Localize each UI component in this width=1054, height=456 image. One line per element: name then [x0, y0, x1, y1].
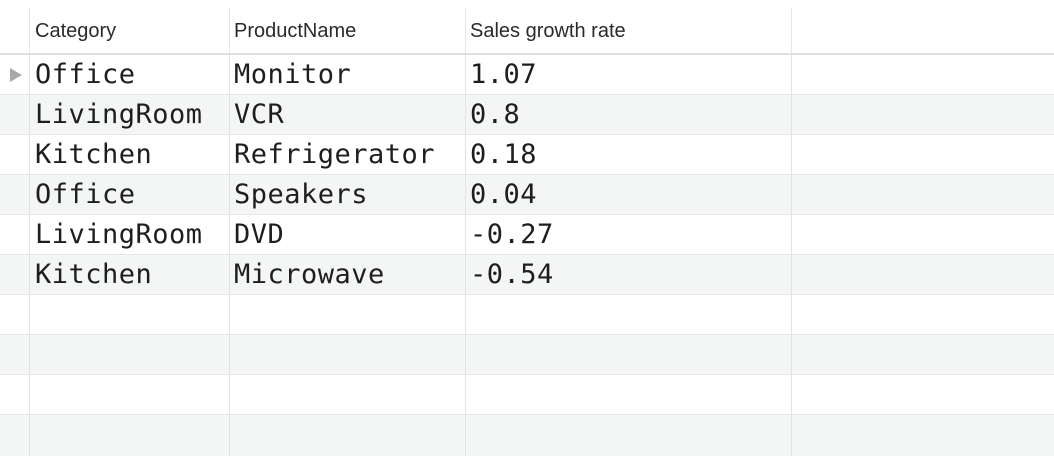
- row-selector: [0, 375, 29, 414]
- cell-productname[interactable]: Microwave: [229, 255, 465, 294]
- row-selector: [0, 415, 29, 456]
- cell-category[interactable]: LivingRoom: [29, 95, 229, 134]
- cell-filler: [791, 415, 1054, 456]
- cell-productname[interactable]: DVD: [229, 215, 465, 254]
- empty-cell: [229, 415, 465, 456]
- table-row[interactable]: Kitchen Refrigerator 0.18: [0, 135, 1054, 175]
- table-row[interactable]: Office Speakers 0.04: [0, 175, 1054, 215]
- row-selector[interactable]: [0, 135, 29, 174]
- row-selector: [0, 335, 29, 374]
- empty-cell: [465, 415, 791, 456]
- empty-cell: [229, 295, 465, 334]
- empty-cell: [465, 295, 791, 334]
- cell-filler: [791, 95, 1054, 134]
- header-row: Category ProductName Sales growth rate: [0, 8, 1054, 55]
- cell-category[interactable]: Kitchen: [29, 255, 229, 294]
- row-selector[interactable]: [0, 55, 29, 94]
- empty-row: [0, 415, 1054, 456]
- table-row[interactable]: LivingRoom VCR 0.8: [0, 95, 1054, 135]
- cell-filler: [791, 175, 1054, 214]
- cell-filler: [791, 135, 1054, 174]
- cell-productname[interactable]: Speakers: [229, 175, 465, 214]
- empty-row: [0, 335, 1054, 375]
- column-header-filler: [791, 8, 1054, 53]
- row-selector[interactable]: [0, 95, 29, 134]
- cell-category[interactable]: Office: [29, 175, 229, 214]
- cell-filler: [791, 335, 1054, 374]
- header-corner: [0, 8, 29, 53]
- empty-cell: [229, 335, 465, 374]
- row-selector[interactable]: [0, 255, 29, 294]
- row-selector[interactable]: [0, 175, 29, 214]
- cell-productname[interactable]: Monitor: [229, 55, 465, 94]
- empty-cell: [29, 415, 229, 456]
- column-header-sales-growth-rate[interactable]: Sales growth rate: [465, 8, 791, 53]
- empty-cell: [229, 375, 465, 414]
- table-row[interactable]: LivingRoom DVD -0.27: [0, 215, 1054, 255]
- cell-category[interactable]: LivingRoom: [29, 215, 229, 254]
- table-row[interactable]: Kitchen Microwave -0.54: [0, 255, 1054, 295]
- row-selector[interactable]: [0, 215, 29, 254]
- cell-category[interactable]: Kitchen: [29, 135, 229, 174]
- empty-cell: [465, 375, 791, 414]
- empty-cell: [29, 375, 229, 414]
- empty-cell: [465, 335, 791, 374]
- cell-sales-growth-rate[interactable]: 0.18: [465, 135, 791, 174]
- cell-productname[interactable]: VCR: [229, 95, 465, 134]
- cell-sales-growth-rate[interactable]: -0.27: [465, 215, 791, 254]
- column-header-category[interactable]: Category: [29, 8, 229, 53]
- cell-sales-growth-rate[interactable]: -0.54: [465, 255, 791, 294]
- triangle-right-icon: [9, 67, 22, 82]
- cell-sales-growth-rate[interactable]: 1.07: [465, 55, 791, 94]
- table-row[interactable]: Office Monitor 1.07: [0, 55, 1054, 95]
- cell-category[interactable]: Office: [29, 55, 229, 94]
- row-selector: [0, 295, 29, 334]
- empty-cell: [29, 335, 229, 374]
- cell-filler: [791, 215, 1054, 254]
- cell-productname[interactable]: Refrigerator: [229, 135, 465, 174]
- column-header-productname[interactable]: ProductName: [229, 8, 465, 53]
- empty-row: [0, 375, 1054, 415]
- cell-sales-growth-rate[interactable]: 0.8: [465, 95, 791, 134]
- empty-cell: [29, 295, 229, 334]
- cell-sales-growth-rate[interactable]: 0.04: [465, 175, 791, 214]
- cell-filler: [791, 375, 1054, 414]
- empty-row: [0, 295, 1054, 335]
- cell-filler: [791, 295, 1054, 334]
- cell-filler: [791, 55, 1054, 94]
- cell-filler: [791, 255, 1054, 294]
